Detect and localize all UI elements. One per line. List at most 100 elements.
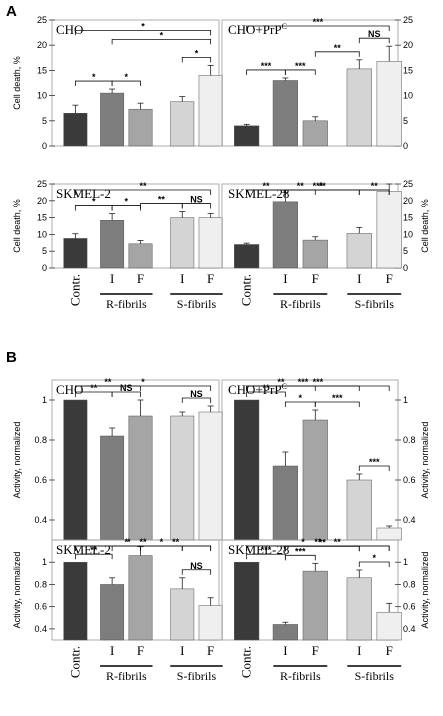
y-tick-label: 1: [42, 395, 47, 405]
chart-title: CHO+PrPC: [228, 22, 287, 37]
significance-bracket: [246, 545, 390, 551]
bar-0: [234, 244, 260, 269]
significance-label: *: [299, 393, 303, 403]
category-label: F: [207, 643, 214, 658]
y-tick-label: 15: [37, 65, 47, 75]
significance-bracket: [111, 391, 141, 397]
significance-bracket: [74, 545, 212, 551]
bar-1: [272, 80, 298, 147]
y-tick-label: 1: [42, 557, 47, 567]
significance-label: *: [125, 197, 129, 207]
significance-label: *: [92, 197, 96, 207]
bar-2: [128, 108, 153, 147]
chart-title-text: CHO+PrP: [228, 382, 282, 397]
significance-label: ***: [313, 181, 324, 191]
significance-bracket: [111, 80, 141, 87]
y-tick-label: 25: [37, 15, 47, 25]
category-label: I: [283, 643, 287, 658]
bar-4: [376, 61, 402, 147]
significance-label: ***: [332, 393, 343, 403]
category-label-contr: Contr.: [239, 274, 254, 306]
category-label: I: [180, 271, 184, 286]
significance-bracket: [181, 56, 212, 63]
significance-label: NS: [190, 195, 203, 205]
chart-title-text: SKMEL-2: [56, 542, 111, 557]
significance-bracket: [246, 189, 390, 195]
y-tick-label: 0.8: [403, 579, 416, 589]
y-tick-label: 0: [42, 263, 47, 273]
significance-bracket: [246, 391, 286, 397]
bar-3: [170, 101, 195, 147]
chart-title-superscript: C: [282, 382, 287, 391]
significance-label: ***: [295, 61, 306, 71]
y-tick-label: 0.4: [34, 624, 47, 634]
y-tick-label: 0: [403, 263, 408, 273]
significance-label: **: [172, 537, 180, 547]
y-tick-label: 25: [403, 15, 413, 25]
chart-title-text: SKMEL-2: [56, 186, 111, 201]
significance-bracket: [74, 553, 113, 560]
y-axis-label: Cell death, %: [12, 56, 22, 110]
significance-label: *: [127, 537, 131, 547]
y-tick-label: 20: [403, 196, 413, 206]
significance-bracket: [284, 69, 316, 75]
group-label-s-fibrils: S-fibrils: [177, 297, 217, 311]
bar-1: [100, 435, 125, 541]
significance-label: **: [104, 377, 112, 387]
y-tick-label: 10: [37, 229, 47, 239]
significance-label: ***: [298, 377, 309, 387]
significance-label: NS: [190, 561, 203, 571]
y-tick-label: 0.4: [34, 515, 47, 525]
y-tick-label: 15: [403, 65, 413, 75]
significance-label: *: [141, 377, 145, 387]
significance-label: **: [262, 383, 270, 393]
category-label: F: [312, 271, 319, 286]
y-tick-label: 10: [37, 91, 47, 101]
panel-letter-b: B: [6, 349, 17, 366]
bar-4: [198, 605, 223, 641]
significance-bracket: [181, 569, 212, 575]
significance-label: ***: [261, 545, 272, 555]
bar-2: [128, 415, 153, 541]
y-tick-label: 1: [403, 557, 408, 567]
significance-bracket: [181, 397, 212, 403]
bar-2: [302, 419, 328, 541]
bar-0: [234, 125, 260, 147]
y-tick-label: 10: [403, 229, 413, 239]
significance-label: **: [319, 181, 327, 191]
group-label-s-fibrils: S-fibrils: [177, 669, 217, 683]
significance-bracket: [74, 29, 212, 36]
category-label-contr: Contr.: [67, 646, 82, 678]
significance-bracket: [140, 203, 183, 209]
y-tick-label: 25: [37, 179, 47, 189]
chart-title: SKMEL-2: [56, 186, 111, 201]
y-axis-label: Activity, normalized: [420, 552, 430, 629]
bar-2: [302, 570, 328, 641]
y-tick-label: 0.4: [403, 515, 416, 525]
chart-7: 0.40.60.81 Activity, normalizedSKMEL-28**…: [221, 537, 430, 683]
significance-label: ***: [261, 61, 272, 71]
bar-4: [376, 527, 402, 541]
panel-letter-a: A: [6, 3, 17, 20]
group-label-r-fibrils: R-fibrils: [280, 297, 321, 311]
bar-3: [170, 217, 195, 269]
significance-label: *: [160, 30, 164, 40]
significance-label: *: [160, 537, 164, 547]
significance-label: *: [141, 21, 145, 31]
y-axis-label: Activity, normalized: [12, 422, 22, 499]
bar-3: [346, 479, 372, 541]
significance-bracket: [111, 38, 212, 45]
category-label: I: [110, 271, 114, 286]
bar-2: [128, 243, 153, 269]
y-tick-label: 0: [403, 141, 408, 151]
y-axis-label: Cell death, %: [420, 199, 430, 253]
y-tick-label: 0.8: [34, 579, 47, 589]
y-tick-label: 1: [403, 395, 408, 405]
category-label: I: [180, 643, 184, 658]
y-tick-label: 10: [403, 91, 413, 101]
bar-0: [234, 399, 260, 541]
y-tick-label: 15: [403, 213, 413, 223]
bar-0: [63, 112, 88, 147]
significance-label: **: [371, 181, 379, 191]
